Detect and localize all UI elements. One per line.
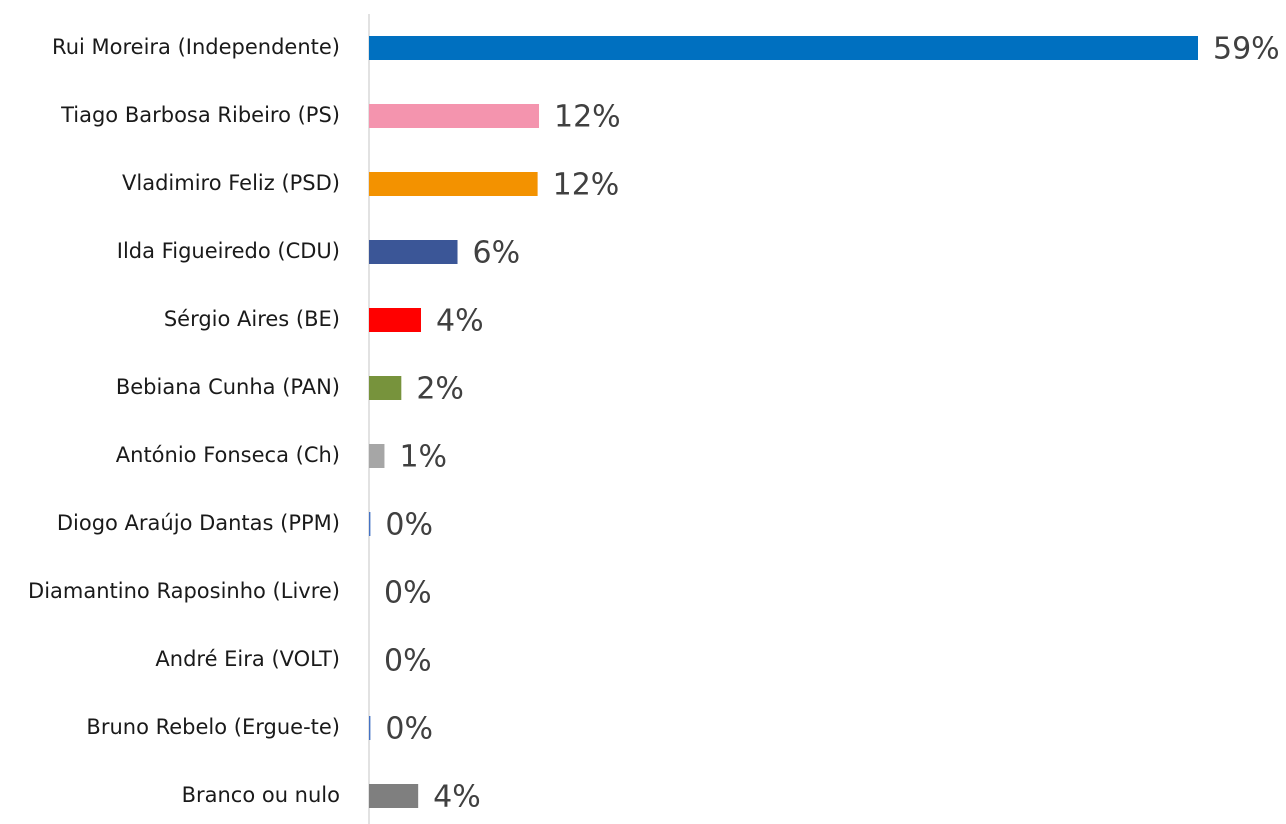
category-label: Bruno Rebelo (Ergue-te) (86, 715, 340, 739)
category-label: Vladimiro Feliz (PSD) (122, 171, 340, 195)
value-label: 0% (385, 508, 433, 543)
category-label: Branco ou nulo (182, 783, 340, 807)
category-label: Sérgio Aires (BE) (164, 307, 340, 331)
value-label: 0% (384, 576, 432, 611)
value-label: 12% (553, 168, 620, 203)
category-label: Tiago Barbosa Ribeiro (PS) (60, 103, 340, 127)
value-label: 4% (433, 780, 481, 815)
category-label: Diamantino Raposinho (Livre) (28, 579, 340, 603)
category-label: André Eira (VOLT) (155, 647, 340, 671)
value-label: 4% (436, 304, 484, 339)
value-label: 0% (385, 712, 433, 747)
category-label: Bebiana Cunha (PAN) (116, 375, 340, 399)
value-label: 2% (416, 372, 464, 407)
bar (369, 172, 538, 196)
category-label: Rui Moreira (Independente) (52, 35, 340, 59)
category-label: Ilda Figueiredo (CDU) (117, 239, 340, 263)
value-label: 0% (384, 644, 432, 679)
bar (369, 444, 385, 468)
value-label: 1% (399, 440, 447, 475)
bar (369, 376, 402, 400)
bar (369, 308, 421, 332)
category-label: Diogo Araújo Dantas (PPM) (57, 511, 340, 535)
bar (369, 716, 371, 740)
value-label: 59% (1213, 32, 1280, 67)
value-label: 12% (554, 100, 621, 135)
bar (369, 512, 371, 536)
bar (369, 104, 540, 128)
category-label: António Fonseca (Ch) (116, 443, 340, 467)
value-label: 6% (473, 236, 521, 271)
bar (369, 36, 1198, 60)
bar (369, 240, 458, 264)
bar (369, 784, 419, 808)
